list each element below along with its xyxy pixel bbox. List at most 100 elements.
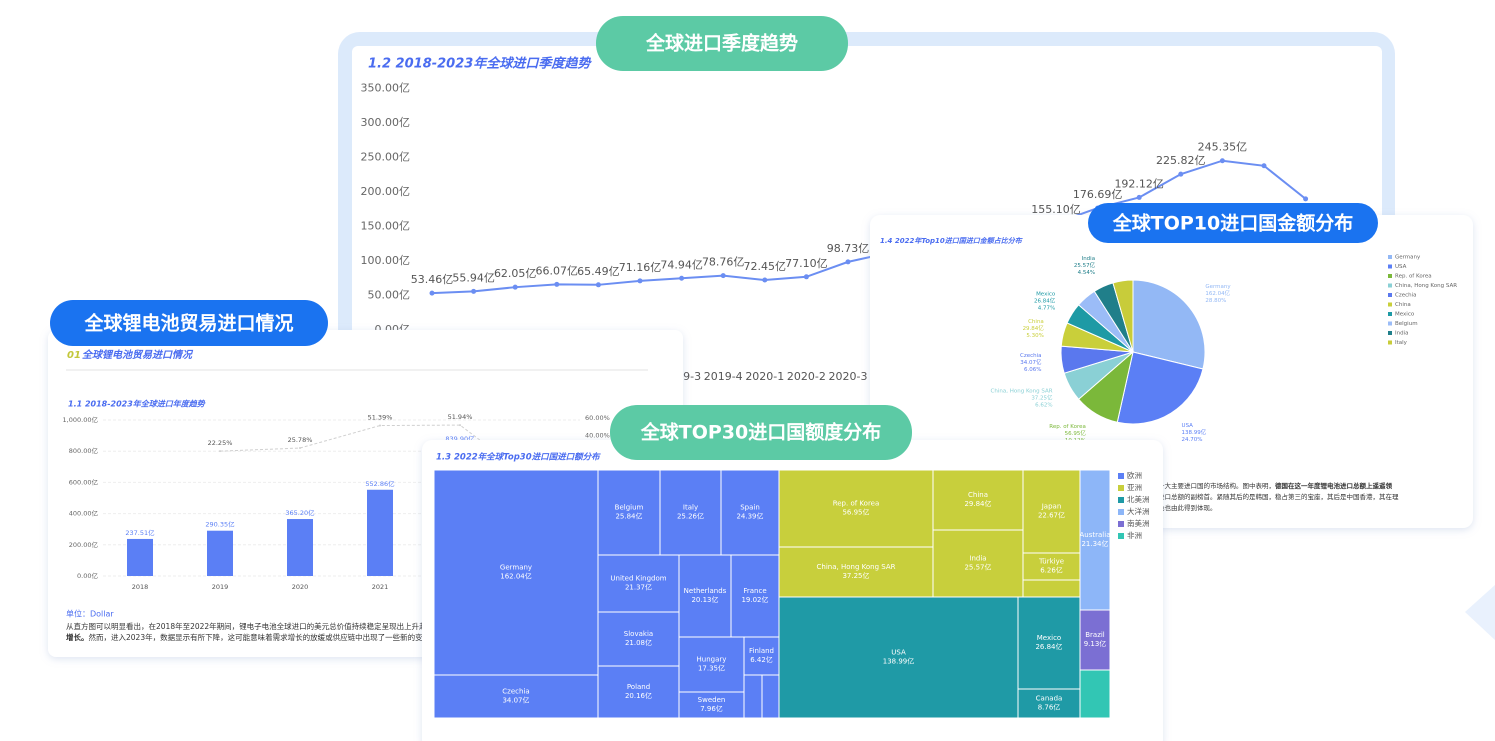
x-tick-label: 2020	[292, 583, 309, 591]
text-run: 色也由此得到体现。	[1158, 503, 1217, 512]
paragraph-line: 增长。然而，进入2023年，数据显示有所下降，这可能意味着需求增长的放缓或供应链…	[66, 632, 438, 642]
point	[1136, 194, 1142, 200]
treemap-cell	[761, 674, 780, 719]
point	[1178, 171, 1184, 177]
data-label: 237.51亿	[125, 528, 155, 537]
point	[299, 447, 301, 450]
chart-title: 1.2 2018-2023年全球进口季度趋势	[368, 56, 592, 72]
badge-text: 全球锂电池贸易进口情况	[83, 312, 293, 335]
cell-name: Mexico	[1037, 634, 1061, 642]
legend-label: Belgium	[1395, 321, 1418, 327]
cell-value: 20.16亿	[625, 691, 652, 700]
slice-value: 34.07亿	[1020, 358, 1042, 366]
legend-swatch	[1118, 533, 1124, 539]
slice-value: 56.95亿	[1065, 429, 1087, 437]
text-run: 十大主要进口国的市场结构。图中表明，	[1158, 481, 1275, 490]
data-label: 225.82亿	[1156, 154, 1206, 167]
cell-name: Rep. of Korea	[833, 500, 880, 508]
point	[1261, 163, 1267, 169]
data-label: 55.94亿	[452, 271, 495, 284]
treemap-cell	[597, 611, 680, 667]
legend-label: Germany	[1395, 255, 1421, 261]
point	[512, 284, 518, 290]
cell-value: 26.84亿	[1035, 642, 1062, 651]
bar	[287, 519, 313, 576]
slice-name: USA	[1182, 423, 1194, 429]
paragraph-line: 十大主要进口国的市场结构。图中表明，德国在这一年度锂电池进口总额上遥遥领	[1158, 481, 1393, 490]
cell-name: Japan	[1041, 503, 1062, 511]
text-run: 然而，进入2023年，数据显示有所下降，这可能意味着需求增长的放缓或供应链中出现…	[89, 632, 438, 642]
slice-name: China	[1028, 319, 1044, 325]
legend-swatch	[1388, 312, 1392, 316]
cell-name: Hungary	[697, 656, 727, 664]
y2-tick-label: 40.00%	[585, 432, 610, 440]
legend-swatch	[1388, 293, 1392, 297]
cell-name: Germany	[500, 564, 532, 572]
y-tick-label: 150.00亿	[361, 220, 411, 233]
y-tick-label: 300.00亿	[361, 116, 411, 129]
slice-share: 5.30%	[1026, 333, 1043, 339]
treemap-cell	[1022, 552, 1081, 581]
cell-name: France	[743, 587, 766, 595]
cell-name: India	[969, 555, 986, 563]
slice-name: Rep. of Korea	[1049, 424, 1086, 430]
data-label: 77.10亿	[785, 257, 828, 270]
x-tick-label: 2020-3	[829, 370, 868, 383]
cell-name: China	[968, 491, 988, 499]
point	[845, 259, 851, 265]
cell-value: 6.42亿	[750, 655, 773, 664]
slice-name: China, Hong Kong SAR	[991, 389, 1053, 395]
cell-value: 8.76亿	[1038, 703, 1061, 712]
slice-value: 29.84亿	[1023, 324, 1045, 332]
data-label: 74.94亿	[660, 258, 703, 271]
legend-label: Mexico	[1395, 312, 1415, 318]
legend-swatch	[1388, 302, 1392, 307]
point	[595, 282, 601, 288]
legend-label: USA	[1395, 264, 1407, 270]
badge-text: 全球进口季度趋势	[645, 32, 798, 55]
legend-label: Italy	[1395, 340, 1408, 346]
section-heading: 全球锂电池贸易进口情况	[82, 349, 194, 361]
data-label: 62.05亿	[494, 267, 537, 280]
slice-share: 28.80%	[1205, 298, 1226, 304]
slice-name: Mexico	[1036, 292, 1056, 298]
paragraph-line: 从直方图可以明显看出，在2018年至2022年期间，锂电子电池全球进口的美元总价…	[66, 621, 472, 631]
chart-title: 1.1 2018-2023年全球进口年度趋势	[68, 399, 206, 409]
data-label: 71.16亿	[619, 261, 662, 274]
data-label: 98.73亿	[827, 242, 870, 255]
slice-value: 26.84亿	[1034, 297, 1056, 305]
cell-name: United Kingdom	[610, 575, 666, 583]
data-label: 66.07亿	[536, 264, 579, 277]
cell-value: 22.67亿	[1038, 511, 1065, 520]
data-label: 65.49亿	[577, 265, 620, 278]
text-run: 从直方图可以明显看出，在2018年至2022年期间，锂电子电池全球进口的美元总价…	[66, 621, 472, 631]
badge-text: 全球TOP30进口国额度分布	[640, 421, 881, 444]
text-run: 增长。	[66, 632, 89, 642]
cell-name: Slovakia	[624, 630, 653, 638]
data-label: 192.12亿	[1114, 177, 1164, 190]
cell-value: 24.39亿	[736, 512, 763, 521]
cell-name: Poland	[627, 683, 650, 691]
badge	[50, 300, 328, 346]
data-label: 365.20亿	[285, 508, 315, 517]
cell-value: 19.02亿	[741, 595, 768, 604]
cell-value: 25.57亿	[964, 563, 991, 572]
x-tick-label: 2019-4	[704, 370, 743, 383]
x-tick-label: 2018	[132, 583, 149, 591]
pie-slice	[1116, 351, 1204, 425]
slice-name: India	[1082, 256, 1096, 262]
cell-value: 17.35亿	[698, 664, 725, 673]
data-label: 53.46亿	[411, 273, 454, 286]
treemap-cell	[433, 469, 599, 676]
badge	[1088, 203, 1378, 243]
legend-label: 北美洲	[1127, 494, 1150, 504]
bar	[207, 530, 233, 576]
legend-label: 非洲	[1127, 530, 1142, 540]
data-label: 839.90亿	[445, 434, 475, 443]
chart-title: 1.3 2022年全球Top30进口国进口额分布	[436, 452, 601, 463]
treemap-cell	[678, 691, 745, 719]
cell-name: Netherlands	[684, 587, 727, 595]
point	[471, 288, 477, 294]
cell-name: China, Hong Kong SAR	[817, 563, 896, 571]
data-label: 552.86亿	[365, 479, 395, 488]
